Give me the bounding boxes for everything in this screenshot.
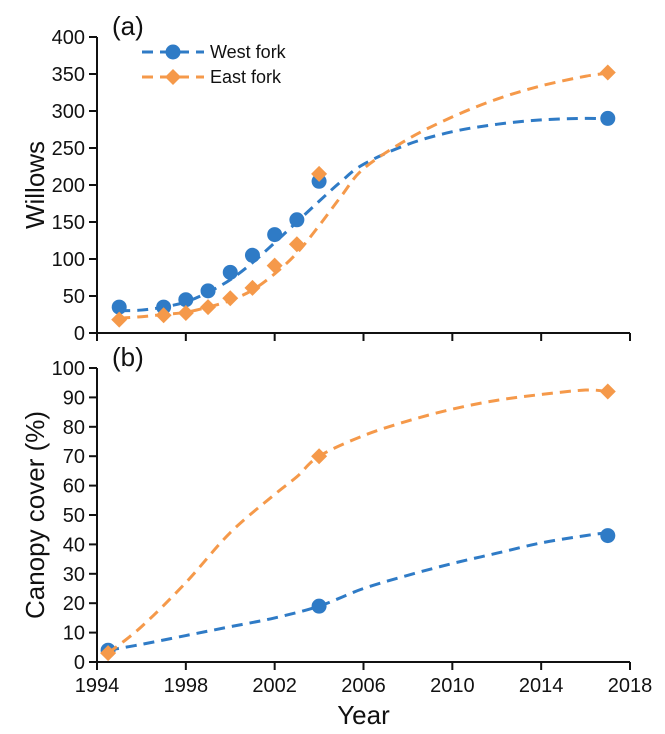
y-tick-label: 250 xyxy=(52,138,85,160)
legend-marker-west xyxy=(165,44,181,60)
data-point-west xyxy=(289,212,305,228)
data-point-east xyxy=(222,290,239,307)
y-tick-label: 90 xyxy=(63,387,85,409)
y-tick-label: 40 xyxy=(63,534,85,556)
data-point-west xyxy=(244,247,260,263)
data-point-east xyxy=(100,645,117,662)
data-point-east xyxy=(266,257,283,274)
data-point-west xyxy=(156,299,172,315)
y-tick-label: 80 xyxy=(63,417,85,439)
data-point-east xyxy=(311,448,328,465)
x-tick-label: 1994 xyxy=(75,675,120,697)
y-tick-label: 50 xyxy=(63,505,85,527)
x-axis-title: Year xyxy=(337,700,390,729)
data-point-east xyxy=(177,305,194,322)
panel-label: (b) xyxy=(112,342,144,372)
data-point-east xyxy=(599,64,616,81)
data-point-west xyxy=(311,598,327,614)
data-point-east xyxy=(288,236,305,253)
y-tick-label: 100 xyxy=(52,358,85,380)
y-tick-label: 60 xyxy=(63,476,85,498)
series-fit-line-east xyxy=(107,388,608,655)
data-point-west xyxy=(111,299,127,315)
data-point-east xyxy=(599,383,616,400)
data-point-west xyxy=(600,110,616,126)
y-tick-label: 0 xyxy=(74,652,85,674)
y-tick-label: 20 xyxy=(63,593,85,615)
x-tick-label: 2010 xyxy=(430,675,475,697)
series-fit-line-west xyxy=(119,116,608,313)
data-point-west xyxy=(600,528,616,544)
data-point-east xyxy=(111,311,128,328)
data-point-west xyxy=(267,227,283,243)
data-point-west xyxy=(200,283,216,299)
x-tick-label: 2018 xyxy=(608,675,653,697)
y-axis-title: Canopy cover (%) xyxy=(20,411,50,619)
x-tick-label: 2014 xyxy=(519,675,564,697)
y-tick-label: 200 xyxy=(52,175,85,197)
data-point-east xyxy=(311,165,328,182)
panel-label: (a) xyxy=(112,11,144,41)
y-axis-title: Willows xyxy=(20,141,50,229)
y-tick-label: 100 xyxy=(52,249,85,271)
data-point-east xyxy=(200,299,217,316)
legend-label-west: West fork xyxy=(210,42,287,62)
legend-label-east: East fork xyxy=(210,67,282,87)
series-fit-line-east xyxy=(119,71,608,320)
y-tick-label: 50 xyxy=(63,286,85,308)
data-point-west xyxy=(178,292,194,308)
data-point-west xyxy=(222,264,238,280)
series-fit-line-west xyxy=(107,531,608,652)
y-tick-label: 30 xyxy=(63,564,85,586)
x-tick-label: 1998 xyxy=(164,675,209,697)
x-tick-label: 2002 xyxy=(252,675,297,697)
y-tick-label: 350 xyxy=(52,64,85,86)
legend-marker-east xyxy=(165,69,181,85)
y-tick-label: 400 xyxy=(52,27,85,49)
y-tick-label: 10 xyxy=(63,623,85,645)
y-tick-label: 70 xyxy=(63,446,85,468)
y-tick-label: 300 xyxy=(52,101,85,123)
x-tick-label: 2006 xyxy=(341,675,386,697)
data-point-east xyxy=(155,307,172,324)
y-tick-label: 0 xyxy=(74,323,85,345)
data-point-east xyxy=(244,279,261,296)
y-tick-label: 150 xyxy=(52,212,85,234)
